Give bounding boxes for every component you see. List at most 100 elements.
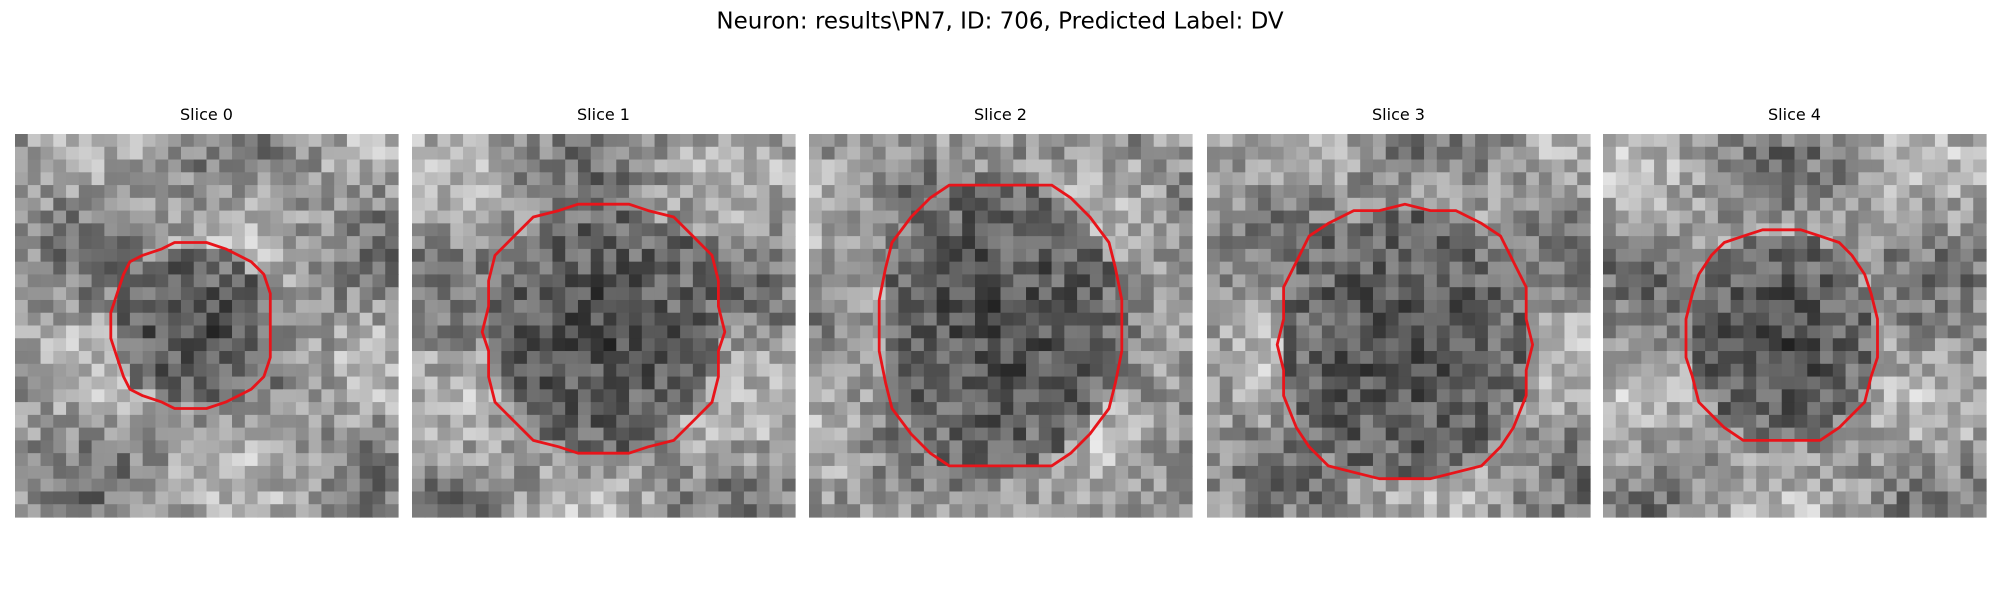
pixel (219, 159, 233, 173)
pixel (1487, 236, 1502, 250)
pixel (782, 185, 796, 199)
pixel (1615, 414, 1630, 429)
pixel (654, 389, 668, 403)
pixel (680, 248, 694, 263)
pixel (1551, 376, 1566, 390)
pixel (923, 402, 938, 416)
pixel (1372, 504, 1387, 518)
pixel (1424, 389, 1438, 403)
pixel (244, 440, 259, 454)
pixel (1245, 197, 1259, 212)
pixel (257, 223, 271, 237)
pixel (1038, 146, 1053, 161)
pixel (219, 440, 233, 454)
pixel (450, 453, 464, 467)
pixel (898, 274, 912, 288)
pixel (1089, 414, 1104, 429)
pixel (1768, 325, 1783, 339)
pixel (756, 402, 771, 416)
pixel (321, 504, 335, 518)
pixel (629, 223, 643, 237)
pixel (193, 223, 208, 237)
pixel (1232, 440, 1246, 454)
pixel (1436, 287, 1451, 301)
pixel (1102, 287, 1116, 301)
pixel (641, 146, 656, 161)
pixel (91, 376, 105, 390)
pixel (577, 491, 592, 505)
pixel (1153, 210, 1168, 224)
pixel (974, 299, 989, 314)
pixel (1347, 478, 1361, 493)
pixel (1794, 440, 1808, 454)
pixel (1538, 210, 1553, 224)
pixel (1641, 427, 1655, 441)
pixel (27, 274, 42, 288)
pixel (1654, 287, 1668, 301)
pixel (1883, 274, 1898, 288)
pixel (654, 223, 668, 237)
pixel (1372, 389, 1387, 403)
pixel (1398, 504, 1412, 518)
pixel (463, 134, 477, 148)
pixel (860, 134, 874, 148)
pixel (1756, 172, 1770, 186)
pixel (1258, 504, 1272, 518)
pixel (1513, 504, 1527, 518)
pixel (756, 274, 771, 288)
pixel (756, 210, 771, 224)
pixel (1666, 146, 1681, 161)
pixel (539, 351, 554, 365)
pixel (1883, 504, 1898, 518)
pixel (1360, 376, 1374, 390)
pixel (1219, 299, 1234, 314)
pixel (756, 236, 771, 250)
pixel (437, 338, 451, 352)
pixel (1245, 236, 1259, 250)
pixel (1883, 351, 1898, 365)
pixel (1140, 338, 1155, 352)
pixel (872, 504, 887, 518)
pixel (475, 453, 490, 467)
pixel (552, 478, 566, 493)
pixel (552, 248, 566, 263)
pixel (1296, 299, 1310, 314)
pixel (1232, 210, 1246, 224)
pixel (756, 134, 771, 148)
pixel (1487, 376, 1502, 390)
pixel (1794, 146, 1808, 161)
pixel (987, 197, 1002, 212)
pixel (1179, 478, 1193, 493)
pixel (424, 299, 439, 314)
pixel (1436, 159, 1451, 173)
pixel (1115, 185, 1129, 199)
pixel (911, 134, 925, 148)
pixel (412, 248, 426, 263)
pixel (1628, 299, 1642, 314)
pixel (1000, 185, 1014, 199)
pixel (219, 338, 233, 352)
pixel (1934, 236, 1949, 250)
pixel (923, 274, 938, 288)
pixel (1628, 236, 1642, 250)
pixel (1424, 261, 1438, 276)
pixel (1462, 453, 1476, 467)
pixel (1038, 478, 1053, 493)
pixel (603, 172, 617, 186)
pixel (821, 210, 836, 224)
pixel (565, 236, 579, 250)
pixel (1717, 287, 1732, 301)
pixel (514, 453, 528, 467)
pixel (1077, 146, 1091, 161)
pixel (488, 172, 502, 186)
pixel (270, 402, 284, 416)
pixel (1140, 134, 1155, 148)
pixel (782, 491, 796, 505)
pixel (53, 287, 67, 301)
pixel (1475, 172, 1489, 186)
pixel (193, 261, 208, 276)
pixel (168, 248, 182, 263)
pixel (424, 389, 439, 403)
pixel (629, 146, 643, 161)
pixel (1603, 491, 1617, 505)
